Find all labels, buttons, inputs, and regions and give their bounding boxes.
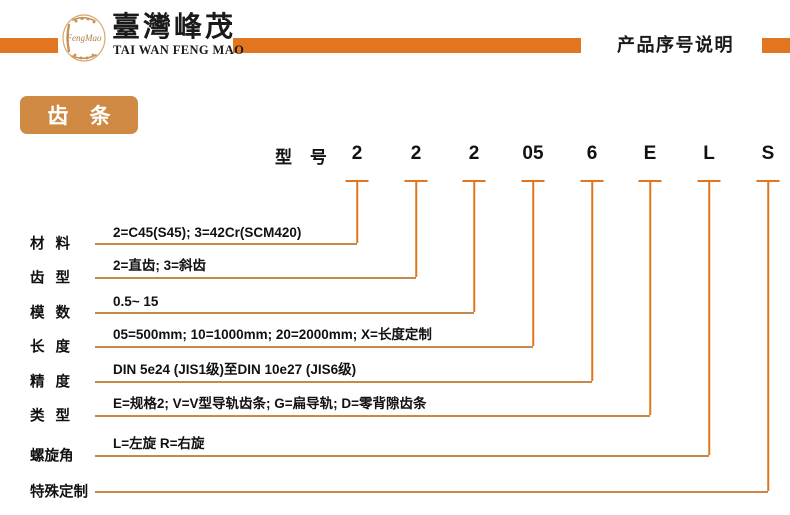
row-rule-6: [95, 415, 650, 417]
model-code-segment-5: 6: [586, 143, 598, 164]
attribute-description-7: L=左旋 R=右旋: [113, 436, 205, 451]
model-code-segment-1: 2: [351, 143, 363, 164]
model-code-segment-4: 05: [522, 143, 544, 164]
connector-vertical-7: [708, 180, 710, 455]
row-rule-5: [95, 381, 592, 383]
connector-vertical-2: [415, 180, 417, 277]
model-code-segment-7: L: [703, 143, 715, 164]
attribute-label-2: 齿型: [30, 270, 81, 287]
section-badge-label: 齿 条: [47, 104, 118, 128]
row-rule-1: [95, 243, 357, 245]
company-name-chinese: 臺灣峰茂: [112, 10, 237, 43]
connector-vertical-6: [649, 180, 651, 415]
attribute-description-4: 05=500mm; 10=1000mm; 20=2000mm; X=长度定制: [113, 327, 432, 342]
row-rule-3: [95, 312, 474, 314]
attribute-label-3: 模数: [30, 305, 81, 322]
model-code-segment-2: 2: [410, 143, 422, 164]
company-emblem-icon: FengMao: [56, 12, 112, 64]
attribute-description-3: 0.5~ 15: [113, 294, 159, 309]
header-accent-bar-middle: [233, 38, 581, 53]
section-badge: 齿 条: [20, 96, 138, 134]
row-rule-7: [95, 455, 709, 457]
attribute-label-5: 精度: [30, 374, 81, 391]
attribute-description-6: E=规格2; V=V型导轨齿条; G=扁导轨; D=零背隙齿条: [113, 396, 427, 411]
connector-vertical-1: [356, 180, 358, 243]
attribute-label-8: 特殊定制: [30, 484, 88, 501]
attribute-label-7: 螺旋角: [30, 448, 74, 465]
connector-vertical-4: [532, 180, 534, 346]
row-rule-8: [95, 491, 768, 493]
attribute-description-5: DIN 5e24 (JIS1级)至DIN 10e27 (JIS6级): [113, 362, 357, 377]
attribute-description-1: 2=C45(S45); 3=42Cr(SCM420): [113, 225, 302, 240]
svg-text:FengMao: FengMao: [66, 33, 102, 43]
attribute-label-4: 长度: [30, 339, 81, 356]
model-code-segment-6: E: [643, 143, 657, 164]
header-accent-bar-right: [762, 38, 790, 53]
attribute-label-6: 类型: [30, 408, 81, 425]
row-rule-2: [95, 277, 416, 279]
connector-vertical-8: [767, 180, 769, 491]
attribute-description-2: 2=直齿; 3=斜齿: [113, 258, 207, 273]
attribute-label-1: 材料: [30, 236, 81, 253]
model-code-label: 型 号: [275, 148, 333, 168]
model-code-segment-3: 2: [468, 143, 480, 164]
company-name-english: TAI WAN FENG MAO: [113, 43, 245, 57]
page-title: 产品序号说明: [617, 35, 734, 56]
model-code-segment-8: S: [761, 143, 775, 164]
header-accent-bar-left: [0, 38, 58, 53]
row-rule-4: [95, 346, 533, 348]
connector-vertical-3: [473, 180, 475, 312]
connector-vertical-5: [591, 180, 593, 381]
